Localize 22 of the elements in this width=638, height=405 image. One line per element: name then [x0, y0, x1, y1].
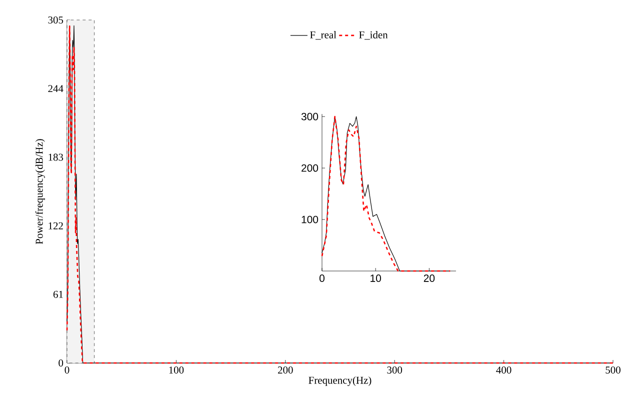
- y-tick-label: 122: [48, 222, 63, 230]
- x-tick-label: 10: [370, 274, 382, 282]
- x-tick-label: 300: [387, 366, 402, 374]
- y-tick-label: 244: [48, 85, 64, 92]
- y-tick-label: 61: [53, 290, 63, 298]
- x-axis-title: Frequency(Hz): [308, 376, 372, 386]
- x-tick-label: 400: [496, 366, 512, 374]
- x-tick-label: 200: [278, 366, 293, 374]
- y-tick-label: 183: [48, 154, 64, 161]
- y-tick-label: 300: [301, 112, 318, 120]
- x-tick-label: 0: [320, 274, 324, 282]
- legend-label: F_iden: [359, 31, 388, 40]
- y-tick-label: 100: [302, 216, 318, 224]
- y-axis-title: Power/frequency(dB/Hz): [35, 139, 45, 244]
- legend-label: F_real: [310, 31, 336, 40]
- x-tick-label: 0: [64, 366, 70, 374]
- y-tick-label: 305: [48, 16, 64, 24]
- x-tick-label: 100: [169, 366, 184, 374]
- y-tick-label: 0: [58, 359, 64, 367]
- x-tick-label: 500: [606, 366, 620, 374]
- y-tick-label: 200: [302, 164, 318, 172]
- x-tick-label: 20: [424, 274, 435, 282]
